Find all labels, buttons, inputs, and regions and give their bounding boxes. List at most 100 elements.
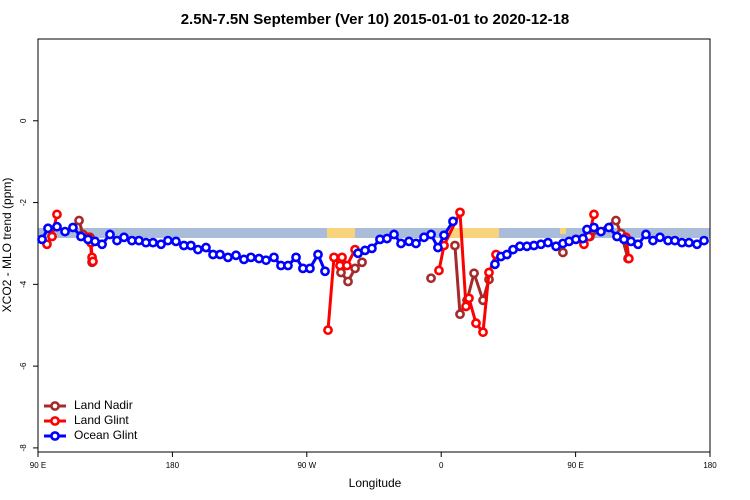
- data-point: [589, 222, 599, 233]
- legend-label: Land Glint: [74, 413, 129, 427]
- y-axis-label: XCO2 - MLO trend (ppm): [0, 178, 14, 313]
- legend-label: Ocean Glint: [74, 428, 138, 442]
- data-point: [261, 255, 271, 266]
- data-point: [411, 238, 421, 249]
- legend-marker: [50, 401, 60, 411]
- data-point: [215, 249, 225, 260]
- data-point: [641, 229, 651, 240]
- y-tick-label: -8: [19, 444, 28, 452]
- data-point: [74, 215, 84, 226]
- data-point: [611, 215, 621, 226]
- data-point: [329, 252, 339, 263]
- x-tick-label: 90 W: [297, 461, 316, 470]
- data-point: [105, 229, 115, 240]
- data-point: [655, 232, 665, 243]
- data-point: [171, 236, 181, 247]
- ocean-band: [38, 228, 710, 238]
- legend-marker: [50, 431, 60, 441]
- data-point: [389, 229, 399, 240]
- legend-label: Land Nadir: [74, 398, 133, 412]
- data-point: [283, 260, 293, 271]
- data-point: [47, 231, 57, 242]
- data-point: [589, 209, 599, 220]
- data-point: [699, 235, 709, 246]
- data-point: [269, 252, 279, 263]
- data-point: [692, 239, 702, 250]
- data-point: [426, 273, 436, 284]
- data-point: [578, 233, 588, 244]
- data-point: [396, 238, 406, 249]
- data-point: [163, 235, 173, 246]
- data-point: [223, 252, 233, 263]
- x-tick-label: 0: [439, 461, 444, 470]
- data-point: [323, 325, 333, 336]
- data-point: [343, 276, 353, 287]
- data-point: [148, 237, 158, 248]
- data-point: [186, 240, 196, 251]
- data-point: [37, 234, 47, 245]
- data-point: [119, 232, 129, 243]
- data-point: [604, 222, 614, 233]
- data-point: [464, 293, 474, 304]
- land-band: [560, 228, 566, 234]
- chart-title: 2.5N-7.5N September (Ver 10) 2015-01-01 …: [181, 11, 570, 28]
- legend-marker: [50, 416, 60, 426]
- x-tick-label: 180: [166, 461, 180, 470]
- data-point: [320, 266, 330, 277]
- y-tick-label: 0: [19, 118, 28, 123]
- data-point: [88, 256, 98, 267]
- data-point: [633, 239, 643, 250]
- data-point: [305, 263, 315, 274]
- y-tick-label: -2: [19, 198, 28, 206]
- data-point: [558, 247, 568, 258]
- data-point: [337, 252, 347, 263]
- data-point: [471, 318, 481, 329]
- data-point: [43, 223, 53, 234]
- data-point: [469, 268, 479, 279]
- data-point: [461, 301, 471, 312]
- data-point: [596, 226, 606, 237]
- land-band: [447, 228, 499, 238]
- data-point: [313, 249, 323, 260]
- data-point: [156, 239, 166, 250]
- x-tick-label: 90 E: [30, 461, 46, 470]
- data-point: [439, 230, 449, 241]
- data-point: [52, 221, 62, 232]
- data-point: [231, 250, 241, 261]
- data-point: [448, 216, 458, 227]
- data-point: [52, 209, 62, 220]
- data-point: [434, 265, 444, 276]
- data-point: [455, 207, 465, 218]
- data-point: [357, 257, 367, 268]
- y-tick-label: -4: [19, 280, 28, 288]
- series: [37, 216, 709, 277]
- data-point: [201, 242, 211, 253]
- data-point: [502, 249, 512, 260]
- data-point: [426, 229, 436, 240]
- x-tick-label: 180: [703, 461, 717, 470]
- data-point: [382, 233, 392, 244]
- data-point: [367, 243, 377, 254]
- data-point: [60, 226, 70, 237]
- data-point: [490, 259, 500, 270]
- data-point: [97, 239, 107, 250]
- data-point: [450, 240, 460, 251]
- data-point: [342, 260, 352, 271]
- data-point: [684, 237, 694, 248]
- x-tick-label: 90 E: [567, 461, 583, 470]
- surface-band: [38, 228, 710, 238]
- data-point: [433, 242, 443, 253]
- x-axis-label: Longitude: [349, 476, 402, 490]
- data-point: [478, 327, 488, 338]
- data-point: [624, 253, 634, 264]
- data-point: [484, 267, 494, 278]
- data-point: [543, 237, 553, 248]
- y-tick-label: -6: [19, 362, 28, 370]
- data-point: [455, 309, 465, 320]
- data-point: [68, 222, 78, 233]
- data-point: [350, 263, 360, 274]
- data-point: [193, 244, 203, 255]
- plot-frame: [37, 38, 711, 453]
